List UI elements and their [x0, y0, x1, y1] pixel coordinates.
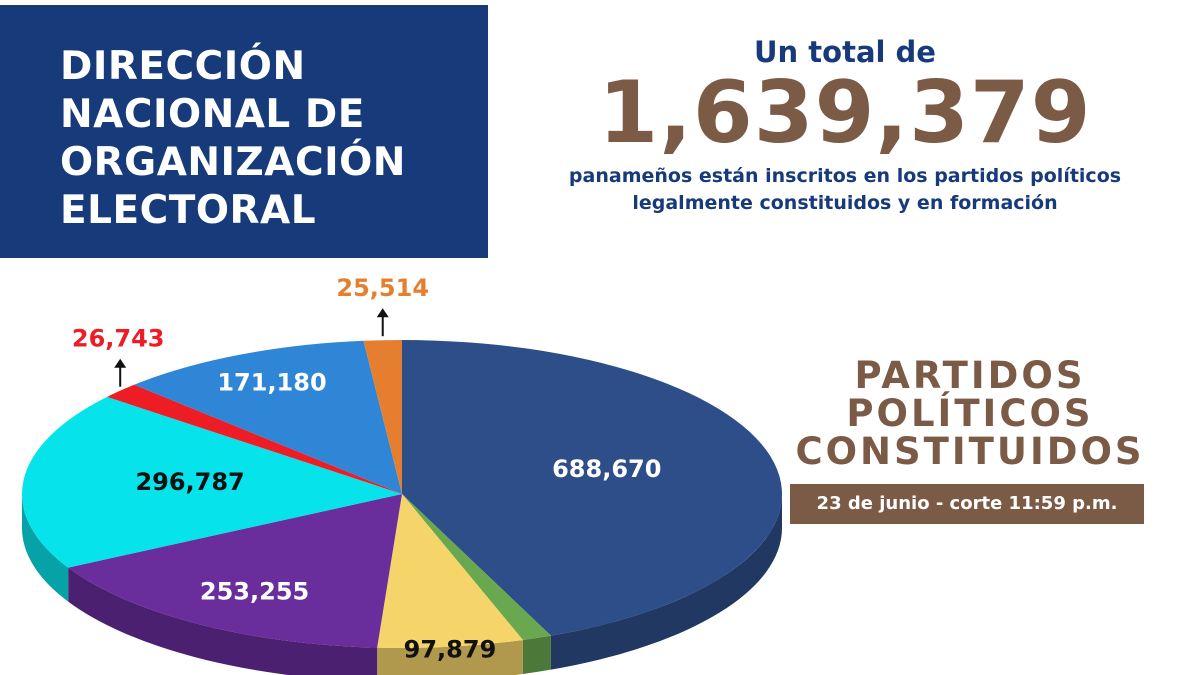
title-box: DIRECCIÓN NACIONAL DE ORGANIZACIÓN ELECT… [0, 5, 488, 258]
label-688670: 688,670 [552, 455, 661, 483]
pie-side-97879 [377, 639, 523, 675]
pie-top [21, 340, 782, 649]
pie-slice-688670 [402, 340, 782, 636]
arrow-25514-head [376, 308, 389, 318]
pie-slice-253255 [68, 494, 402, 648]
title-line-4: ELECTORAL [60, 188, 317, 233]
pie-chart: 688,670 97,879 253,255 296,787 26,743 171,180… [21, 274, 782, 675]
parties-heading-line-2: POLÍTICOS [846, 392, 1094, 435]
pie-slice-296787 [21, 396, 403, 568]
title-line-2: NACIONAL DE [60, 92, 365, 137]
label-253255: 253,255 [200, 577, 309, 605]
pie-labels: 688,670 97,879 253,255 296,787 26,743 171,180… [72, 274, 662, 663]
total-description: panameños están inscritos en los partido… [520, 163, 1170, 217]
pie-side-688670 [550, 494, 782, 670]
total-description-line-1: panameños están inscritos en los partido… [568, 165, 1122, 187]
label-26743: 26,743 [72, 325, 165, 353]
arrow-26743-head [114, 358, 127, 368]
label-25514: 25,514 [336, 274, 429, 302]
date-badge: 23 de junio - corte 11:59 p.m. [790, 484, 1144, 524]
pie-slice-171180 [134, 340, 402, 494]
parties-heading-line-3: CONSTITUIDOS [795, 430, 1145, 473]
pie-slice-97879 [377, 494, 523, 649]
label-296787: 296,787 [135, 468, 244, 496]
pie-slice-25514 [363, 340, 402, 494]
pie-side-253255 [68, 567, 378, 675]
title-line-3: ORGANIZACIÓN [60, 140, 406, 185]
parties-heading: PARTIDOS POLÍTICOS CONSTITUIDOS [780, 357, 1160, 471]
pie-side-296787 [21, 494, 69, 602]
pie-slice-26743 [107, 384, 403, 494]
pie-slice-unlabeled-1 [402, 494, 551, 640]
parties-heading-line-1: PARTIDOS [854, 354, 1086, 397]
total-description-line-2: legalmente constituidos y en formación [632, 192, 1058, 214]
total-intro: Un total de [754, 35, 936, 69]
pie-side-walls [21, 494, 782, 675]
label-97879: 97,879 [404, 636, 497, 664]
label-171180: 171,180 [217, 369, 326, 397]
pie-side-unlabeled-1 [522, 635, 551, 674]
total-number: 1,639,379 [598, 63, 1092, 163]
title-line-1: DIRECCIÓN [60, 44, 306, 89]
